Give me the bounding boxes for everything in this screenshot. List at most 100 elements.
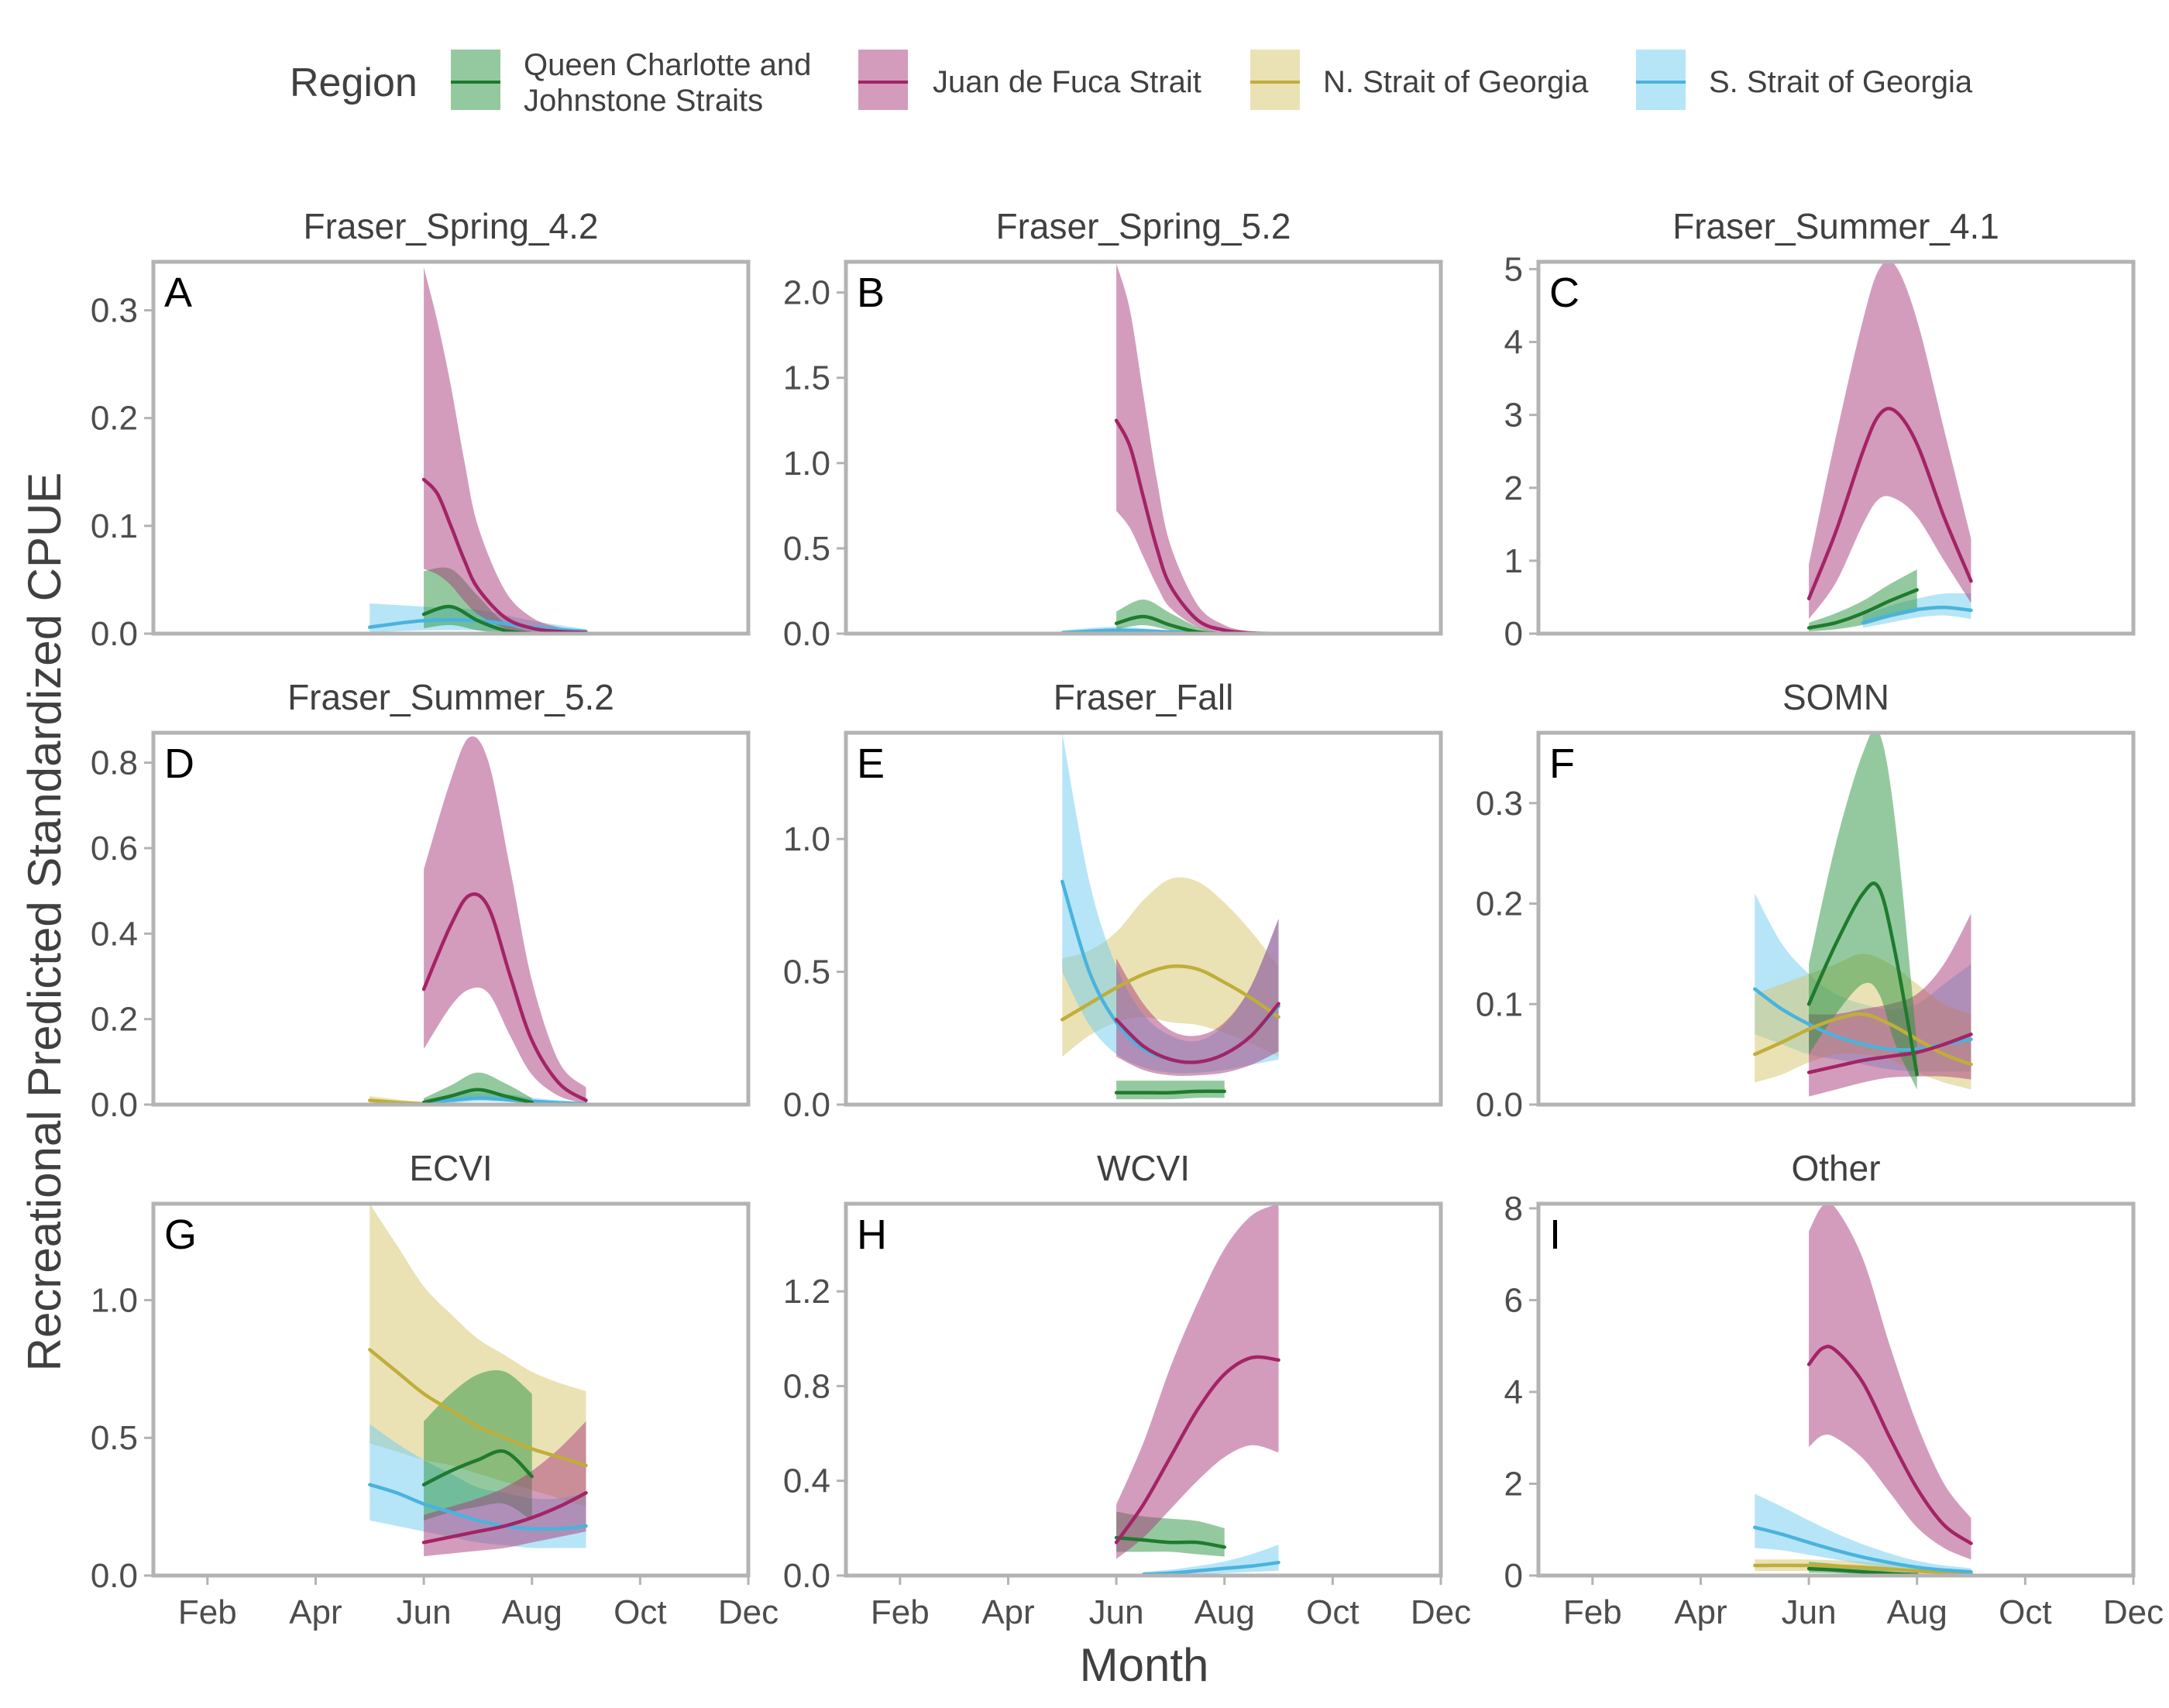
panel-letter: H xyxy=(857,1211,887,1258)
y-tick-label: 0.3 xyxy=(1476,785,1523,823)
series-line-nsog xyxy=(1753,1563,1973,1576)
x-tick-label: Oct xyxy=(614,1593,666,1631)
y-tick-label: 4 xyxy=(1504,324,1523,362)
x-tick-label: Feb xyxy=(178,1593,237,1631)
plot-area xyxy=(1114,1204,1280,1576)
series-line-jdf xyxy=(1806,1345,1973,1545)
x-tick-label: Apr xyxy=(1674,1593,1727,1631)
y-tick-label: 2.0 xyxy=(783,274,830,312)
panel-e: 0.0 0.5 1.0 Fraser_Fall E xyxy=(783,677,1443,1124)
panel-title: WCVI xyxy=(1097,1148,1190,1188)
confidence-band-jdf xyxy=(1116,263,1279,634)
confidence-band-qc xyxy=(1116,599,1225,634)
confidence-band-qc xyxy=(1116,1081,1225,1100)
legend-label-nsog: N. Strait of Georgia xyxy=(1323,65,1589,99)
y-tick-label: 0.2 xyxy=(1476,885,1523,923)
panel-letter: E xyxy=(857,741,885,787)
confidence-band-jdf xyxy=(1116,1204,1279,1559)
panel-b: 0.0 0.5 1.0 1.5 2.0 Fraser_Spring_5.2 B xyxy=(783,206,1443,653)
series-line-jdf xyxy=(1806,1032,1973,1074)
panel-title: Fraser_Summer_4.1 xyxy=(1672,206,1999,246)
x-tick-label: Jun xyxy=(1782,1593,1837,1631)
x-tick-label: Feb xyxy=(871,1593,930,1631)
y-tick-label: 1 xyxy=(1504,542,1523,580)
panel-title: Other xyxy=(1791,1148,1880,1188)
x-tick-label: Aug xyxy=(1887,1593,1947,1631)
confidence-band-jdf xyxy=(1809,262,1971,620)
confidence-band-jdf xyxy=(424,1421,586,1557)
panel-title: Fraser_Spring_4.2 xyxy=(304,206,599,246)
series-line-jdf xyxy=(421,477,588,634)
series-line-jdf xyxy=(421,892,588,1102)
panel-g: 0.0 0.5 1.0 Feb Apr Jun Aug Oct Dec ECVI G xyxy=(91,1148,779,1631)
y-tick-label: 1.0 xyxy=(783,820,830,858)
legend-label-ssog: S. Strait of Georgia xyxy=(1709,65,1973,99)
plot-area xyxy=(1806,262,1973,632)
panel-letter: B xyxy=(857,270,885,316)
confidence-band-qc xyxy=(1809,733,1917,1090)
legend-swatch-ssog xyxy=(1636,50,1686,110)
x-tick-label: Aug xyxy=(1194,1593,1255,1631)
series-line-qc xyxy=(1806,881,1919,1077)
plot-area xyxy=(1753,733,1973,1097)
x-axis-title: Month xyxy=(1080,1639,1209,1691)
x-tick-label: Jun xyxy=(1089,1593,1144,1631)
y-tick-label: 5 xyxy=(1504,250,1523,288)
y-tick-label: 0.5 xyxy=(783,530,830,568)
y-tick-label: 8 xyxy=(1504,1190,1523,1228)
legend-label-qc: Queen Charlotte and xyxy=(524,48,811,82)
y-tick-label: 4 xyxy=(1504,1373,1523,1411)
panel-border xyxy=(844,730,1443,1107)
panel-letter: A xyxy=(164,270,192,316)
x-tick-label: Aug xyxy=(502,1593,562,1631)
legend-item-jdf: Juan de Fuca Strait xyxy=(858,50,1201,110)
panel-border xyxy=(151,730,751,1107)
confidence-band-qc xyxy=(424,1369,532,1521)
series-line-ssog xyxy=(1861,605,1973,625)
panel-border xyxy=(151,1201,751,1578)
y-tick-label: 1.0 xyxy=(91,1281,138,1319)
confidence-band-jdf xyxy=(424,267,586,634)
y-tick-label: 1.5 xyxy=(783,359,830,397)
series-line-jdf xyxy=(1806,407,1973,601)
series-line-qc xyxy=(1114,1089,1226,1095)
plot-area xyxy=(1060,733,1280,1100)
y-tick-label: 0.3 xyxy=(91,292,138,330)
panel-letter: D xyxy=(164,741,194,787)
series-line-qc xyxy=(1806,588,1919,630)
x-tick-label: Jun xyxy=(397,1593,452,1631)
series-line-nsog xyxy=(368,1348,588,1468)
y-tick-label: 0.2 xyxy=(91,400,138,438)
plot-area xyxy=(368,736,588,1105)
confidence-band-jdf xyxy=(424,736,586,1104)
y-tick-label: 0.0 xyxy=(783,1086,830,1124)
y-tick-label: 1.0 xyxy=(783,445,830,483)
legend-item-ssog: S. Strait of Georgia xyxy=(1636,50,1973,110)
y-tick-label: 0.5 xyxy=(783,954,830,991)
y-tick-label: 2 xyxy=(1504,1465,1523,1503)
legend-label-qc: Johnstone Straits xyxy=(524,84,763,118)
series-line-qc xyxy=(421,1088,534,1105)
y-axis-title: Recreational Predicted Standardized CPUE xyxy=(19,473,70,1372)
y-tick-label: 0.8 xyxy=(783,1367,830,1405)
y-tick-label: 6 xyxy=(1504,1281,1523,1319)
x-tick-label: Feb xyxy=(1563,1593,1622,1631)
panel-h: 0.0 0.4 0.8 1.2 Feb Apr Jun Aug Oct Dec WCVI H xyxy=(783,1148,1471,1631)
y-tick-label: 0.1 xyxy=(91,507,138,545)
x-tick-label: Apr xyxy=(289,1593,342,1631)
panel-title: SOMN xyxy=(1782,677,1889,717)
y-tick-label: 0.0 xyxy=(91,615,138,653)
plot-area xyxy=(1753,1204,1973,1576)
panel-border xyxy=(1536,1201,2136,1578)
y-tick-label: 0.0 xyxy=(783,1557,830,1595)
plot-area xyxy=(368,267,588,634)
panel-letter: I xyxy=(1549,1211,1561,1258)
x-tick-label: Oct xyxy=(1999,1593,2051,1631)
y-tick-label: 0.4 xyxy=(783,1462,830,1500)
panel-title: Fraser_Fall xyxy=(1054,677,1234,717)
panel-c: 0 1 2 3 4 5 Fraser_Summer_4.1 C xyxy=(1504,206,2136,653)
y-tick-label: 0.6 xyxy=(91,830,138,868)
